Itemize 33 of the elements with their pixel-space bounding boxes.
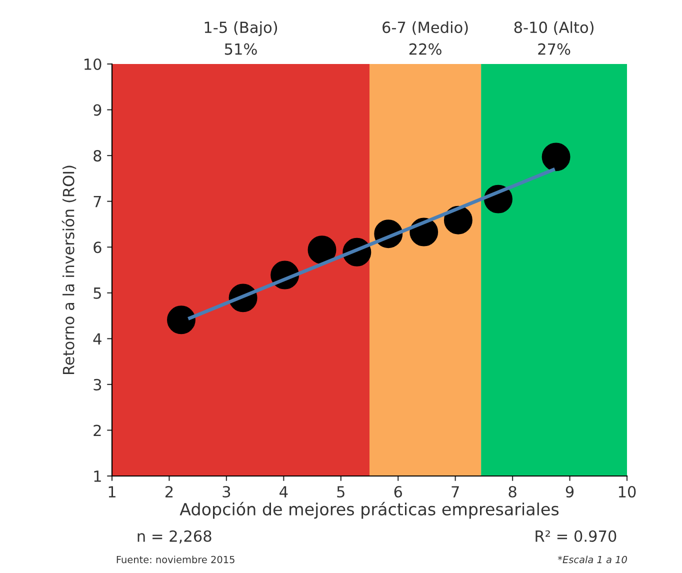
x-tick-label: 5 [337, 486, 344, 498]
x-axis-title: Adopción de mejores prácticas empresariales [180, 502, 559, 519]
y-tick-label: 6 [94, 242, 102, 254]
text: R² = 0.970 [536, 530, 616, 542]
x-tick-label: 3 [222, 486, 230, 498]
y-tick-label: 1 [94, 470, 101, 482]
x-tick-label: 10 [618, 486, 636, 498]
band-label: 6-7 (Medio) 22% [382, 21, 468, 55]
x-tick-label: 7 [452, 486, 459, 498]
point [308, 236, 336, 264]
y-tick-label: 3 [94, 378, 102, 390]
x-tick-label: 9 [566, 486, 574, 498]
x-tick-label: 4 [280, 486, 288, 498]
y-axis-title: Retorno a la inversión (ROI) [62, 166, 76, 374]
x-tick-label: 6 [394, 486, 402, 498]
band-label: 1-5 (Bajo) 51% [204, 21, 278, 55]
y-tick-label: 2 [94, 424, 101, 436]
point [542, 142, 570, 172]
text: n = 2,268 [138, 530, 212, 544]
source-note: Fuente: noviembre 2015 [116, 556, 234, 564]
text: *Escala 1 a 10 [558, 556, 627, 564]
x-tick-label: 2 [165, 486, 173, 498]
band-label: 8-10 (Alto) 27% [514, 21, 594, 55]
y-tick-label: 9 [94, 104, 102, 116]
x-tick-label: 1 [108, 486, 116, 498]
x-tick-label: 8 [508, 486, 516, 498]
point [444, 206, 472, 234]
y-tick-label: 10 [84, 58, 102, 70]
point [167, 306, 196, 334]
y-tick-label: 7 [94, 196, 101, 208]
y-tick-label: 8 [94, 150, 102, 162]
y-tick-label: 5 [94, 288, 101, 299]
y-tick-label: 4 [93, 333, 102, 344]
